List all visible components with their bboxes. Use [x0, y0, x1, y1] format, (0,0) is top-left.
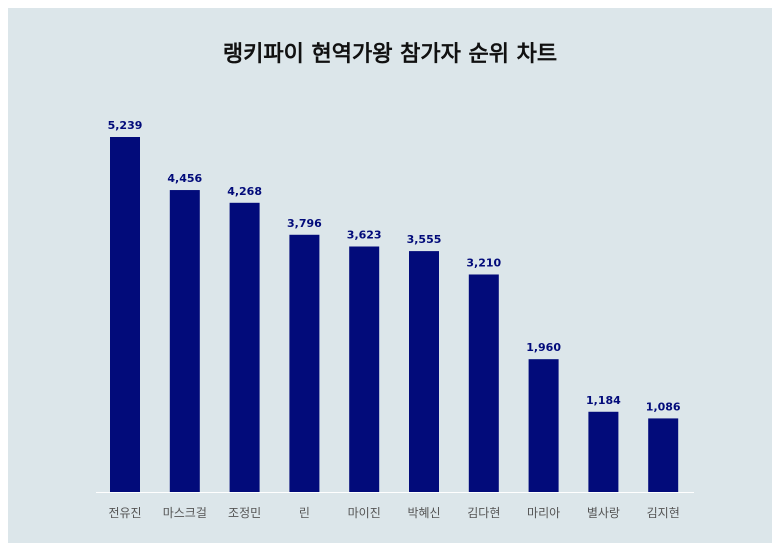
chart-title: 랭키파이 현역가왕 참가자 순위 차트	[222, 42, 558, 67]
x-tick-label-6: 김다현	[467, 506, 500, 520]
bar-6	[468, 274, 499, 492]
bar-5	[409, 251, 439, 492]
x-tick-label-3: 린	[299, 506, 310, 520]
bar-8	[588, 411, 619, 492]
value-label-1: 4,456	[167, 172, 202, 185]
bar-4	[349, 246, 380, 492]
value-label-0: 5,239	[108, 119, 143, 132]
bar-0	[110, 137, 140, 492]
x-tick-label-4: 마이진	[348, 506, 381, 520]
x-tick-label-9: 김지현	[647, 506, 680, 520]
value-label-5: 3,555	[407, 233, 442, 246]
value-label-7: 1,960	[526, 341, 561, 354]
value-label-9: 1,086	[646, 400, 681, 413]
bar-1	[169, 190, 200, 492]
x-tick-label-5: 박혜신	[407, 506, 440, 520]
bar-9	[648, 418, 679, 492]
bar-3	[289, 234, 320, 492]
value-label-3: 3,796	[287, 217, 322, 230]
value-label-2: 4,268	[227, 185, 262, 198]
x-tick-label-7: 마리아	[527, 506, 560, 520]
value-label-8: 1,184	[586, 394, 621, 407]
x-tick-label-8: 별사랑	[587, 506, 620, 520]
x-tick-label-2: 조정민	[228, 506, 261, 520]
x-tick-label-0: 전유진	[108, 506, 141, 520]
value-label-4: 3,623	[347, 229, 382, 242]
x-tick-label-1: 마스크걸	[163, 506, 207, 520]
value-label-6: 3,210	[466, 256, 501, 269]
bar-7	[528, 359, 559, 492]
bar-2	[229, 202, 260, 492]
